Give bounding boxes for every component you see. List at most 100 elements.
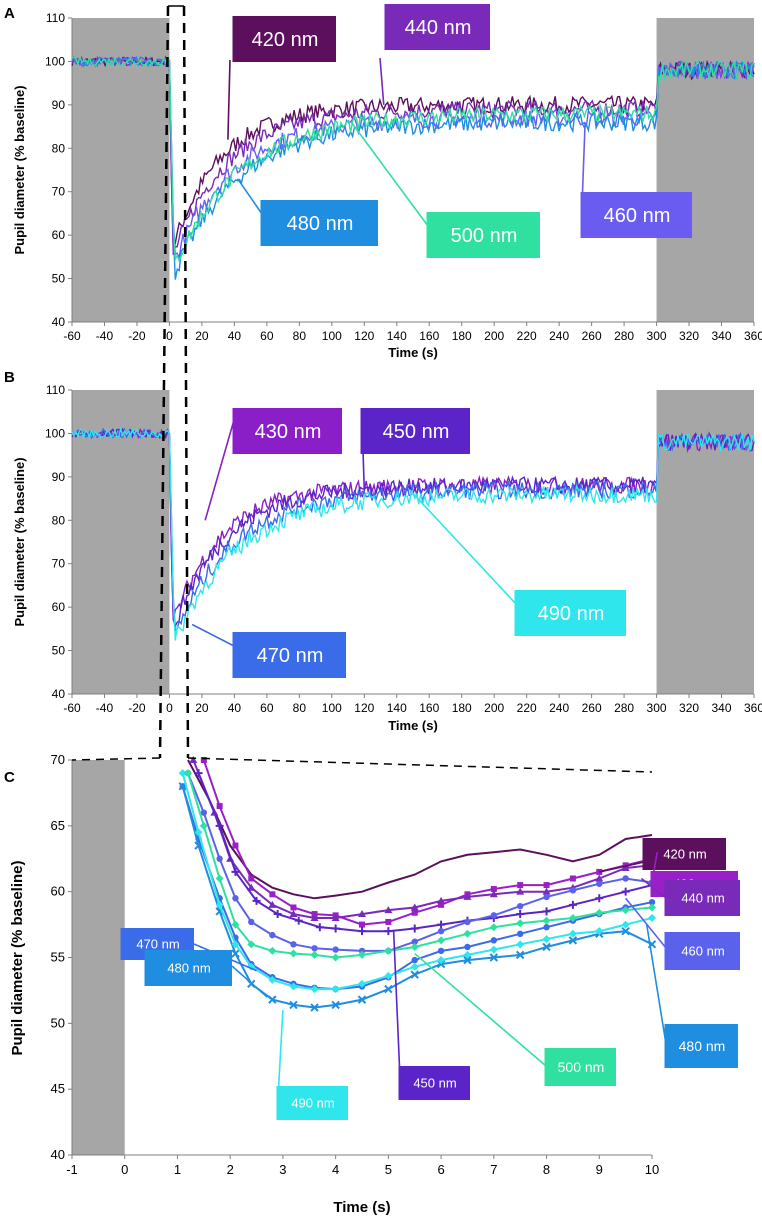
callout-box — [362, 408, 470, 454]
data-point — [516, 887, 525, 895]
data-point — [621, 920, 630, 929]
data-point — [568, 929, 577, 938]
data-point — [273, 910, 282, 919]
data-point — [194, 769, 203, 778]
y-tick-label: 40 — [52, 687, 66, 701]
x-tick-label: 5 — [385, 1162, 392, 1177]
x-tick-label: 6 — [437, 1162, 444, 1177]
data-point — [490, 912, 498, 919]
data-point — [437, 936, 446, 945]
data-point — [269, 891, 276, 898]
data-point — [231, 940, 240, 949]
callout-leader — [227, 59, 231, 140]
data-point — [411, 909, 418, 916]
x-tick-label: 360 — [744, 701, 762, 715]
y-tick-label: 80 — [52, 513, 66, 527]
y-tick-label: 70 — [51, 752, 65, 767]
x-tick-label: 240 — [549, 329, 569, 343]
callout-label: 490 nm — [291, 1096, 334, 1111]
callout-label: 460 nm — [604, 205, 671, 227]
data-point — [384, 971, 393, 980]
x-tick-label: 80 — [293, 701, 307, 715]
data-point — [384, 946, 393, 955]
x-tick-label: 80 — [293, 329, 307, 343]
callout-label: 480 nm — [167, 961, 210, 976]
x-tick-label: -60 — [63, 329, 81, 343]
data-point — [289, 1000, 298, 1010]
data-point — [516, 919, 525, 928]
callout-label: 480 nm — [287, 213, 354, 235]
callout-leader — [236, 178, 263, 215]
data-point — [489, 945, 498, 954]
data-point — [569, 875, 576, 882]
data-point — [247, 940, 256, 949]
data-point — [268, 900, 277, 908]
data-point — [621, 906, 630, 915]
data-point — [184, 769, 192, 778]
data-point — [331, 985, 340, 994]
data-point — [490, 937, 498, 944]
x-tick-label: 8 — [543, 1162, 550, 1177]
x-tick-label: 40 — [228, 329, 242, 343]
y-tick-label: 80 — [52, 141, 66, 155]
data-point — [595, 927, 604, 936]
x-tick-label: 340 — [712, 701, 732, 715]
x-tick-label: 20 — [195, 701, 209, 715]
x-tick-label: 220 — [517, 329, 537, 343]
panel-label: A — [4, 5, 15, 22]
panel-label: B — [4, 369, 15, 386]
x-tick-label: 300 — [647, 701, 667, 715]
data-point — [648, 903, 656, 912]
x-tick-label: 340 — [712, 329, 732, 343]
series-line-470-nm — [71, 427, 755, 633]
data-point — [596, 880, 603, 887]
callout-box — [146, 950, 232, 986]
callout-box — [582, 192, 692, 238]
x-axis-title: Time (s) — [388, 345, 438, 360]
callout-leader — [392, 931, 401, 1079]
x-tick-label: 300 — [647, 329, 667, 343]
data-point — [310, 950, 319, 959]
x-tick-label: 2 — [227, 1162, 234, 1177]
data-point — [542, 907, 551, 916]
x-tick-label: 200 — [484, 701, 504, 715]
data-point — [331, 924, 340, 933]
data-point — [315, 923, 324, 932]
callout-box — [516, 590, 626, 636]
data-point — [178, 769, 187, 778]
data-point — [215, 821, 224, 830]
callout-box — [666, 932, 740, 970]
x-tick-label: 120 — [354, 329, 374, 343]
data-point — [463, 892, 472, 900]
series-line-500-nm — [187, 772, 653, 959]
callout-label: 450 nm — [413, 1076, 456, 1091]
callout-leader — [204, 419, 235, 521]
y-tick-label: 60 — [52, 228, 66, 242]
data-point — [568, 914, 577, 922]
callout-leader — [414, 952, 547, 1067]
y-tick-label: 90 — [52, 470, 66, 484]
shaded-interval — [72, 390, 170, 694]
data-point — [358, 979, 366, 988]
callout-label: 420 nm — [663, 847, 706, 862]
callout-label: 420 nm — [252, 29, 319, 51]
data-point — [410, 903, 419, 911]
data-point — [200, 809, 208, 816]
data-point — [516, 930, 524, 937]
data-point — [568, 900, 577, 909]
data-point — [569, 887, 577, 894]
data-point — [289, 910, 298, 918]
callout-label: 500 nm — [451, 225, 518, 247]
x-tick-label: 140 — [387, 701, 407, 715]
callout-box — [234, 16, 336, 62]
data-point — [516, 940, 525, 949]
data-point — [358, 910, 366, 918]
data-point — [268, 975, 277, 984]
data-point — [411, 956, 418, 964]
x-tick-label: 320 — [679, 329, 699, 343]
callout-leader — [350, 121, 429, 227]
x-tick-label: 160 — [419, 329, 439, 343]
callout-box — [234, 632, 346, 678]
callout-label: 490 nm — [538, 603, 605, 625]
y-axis-title: Pupil diameter (% baseline) — [9, 860, 26, 1055]
